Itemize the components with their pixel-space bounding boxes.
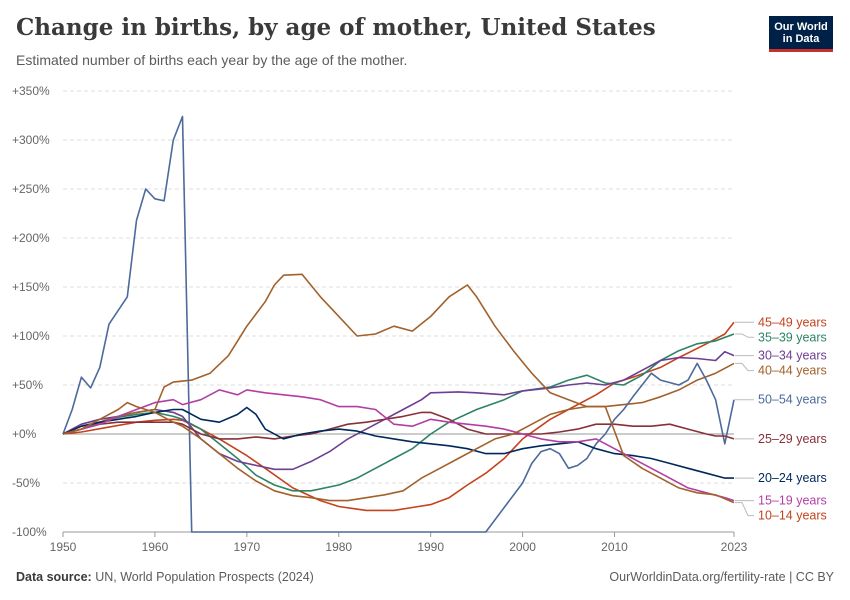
y-tick-label: +50% bbox=[12, 378, 43, 392]
y-tick-label: +150% bbox=[12, 280, 50, 294]
series-end-label: 50–54 years bbox=[758, 393, 827, 407]
x-tick-label: 1960 bbox=[142, 540, 169, 554]
series-end-label: 35–39 years bbox=[758, 330, 827, 344]
y-tick-label: +300% bbox=[12, 133, 50, 147]
owid-logo[interactable]: Our World in Data bbox=[769, 16, 833, 52]
series-line bbox=[62, 389, 735, 502]
series-line bbox=[62, 401, 735, 504]
x-tick-label: 1990 bbox=[417, 540, 444, 554]
label-connector bbox=[735, 333, 754, 338]
y-tick-label: -100% bbox=[12, 525, 47, 539]
x-tick-label: 1950 bbox=[50, 540, 77, 554]
series-end-label: 25–29 years bbox=[758, 432, 827, 446]
y-tick-label: +100% bbox=[12, 329, 50, 343]
y-tick-label: -50% bbox=[12, 476, 40, 490]
series-line bbox=[62, 411, 735, 440]
label-connector bbox=[735, 362, 754, 372]
x-tick-label: 1970 bbox=[233, 540, 260, 554]
label-connector bbox=[735, 502, 754, 517]
series-line bbox=[62, 333, 735, 492]
y-tick-label: +250% bbox=[12, 182, 50, 196]
source-label: Data source: bbox=[16, 570, 92, 584]
x-tick-label: 1980 bbox=[325, 540, 352, 554]
source-text: UN, World Population Prospects (2024) bbox=[95, 570, 314, 584]
series-end-label: 10–14 years bbox=[758, 509, 827, 523]
footer-source: Data source: UN, World Population Prospe… bbox=[16, 570, 314, 584]
series-line bbox=[62, 115, 735, 533]
series-line bbox=[62, 273, 735, 435]
series-line bbox=[62, 406, 734, 479]
y-tick-label: +200% bbox=[12, 231, 50, 245]
series-end-label: 15–19 years bbox=[758, 494, 827, 508]
series-end-label: 30–34 years bbox=[758, 349, 827, 363]
x-tick-label: 2010 bbox=[601, 540, 628, 554]
series-end-label: 45–49 years bbox=[758, 315, 827, 329]
y-tick-label: +0% bbox=[12, 427, 37, 441]
logo-line-1: Our World bbox=[774, 20, 828, 33]
series-line bbox=[62, 350, 735, 471]
chart-subtitle: Estimated number of births each year by … bbox=[16, 52, 408, 68]
logo-line-2: in Data bbox=[782, 32, 820, 45]
series-end-label: 20–24 years bbox=[758, 471, 827, 485]
series-end-label: 40–44 years bbox=[758, 364, 827, 378]
chart-title: Change in births, by age of mother, Unit… bbox=[16, 14, 656, 41]
footer-license[interactable]: OurWorldinData.org/fertility-rate | CC B… bbox=[609, 570, 834, 584]
y-tick-label: +350% bbox=[12, 84, 50, 98]
x-tick-label: 2000 bbox=[509, 540, 536, 554]
x-tick-label: 2023 bbox=[721, 540, 748, 554]
